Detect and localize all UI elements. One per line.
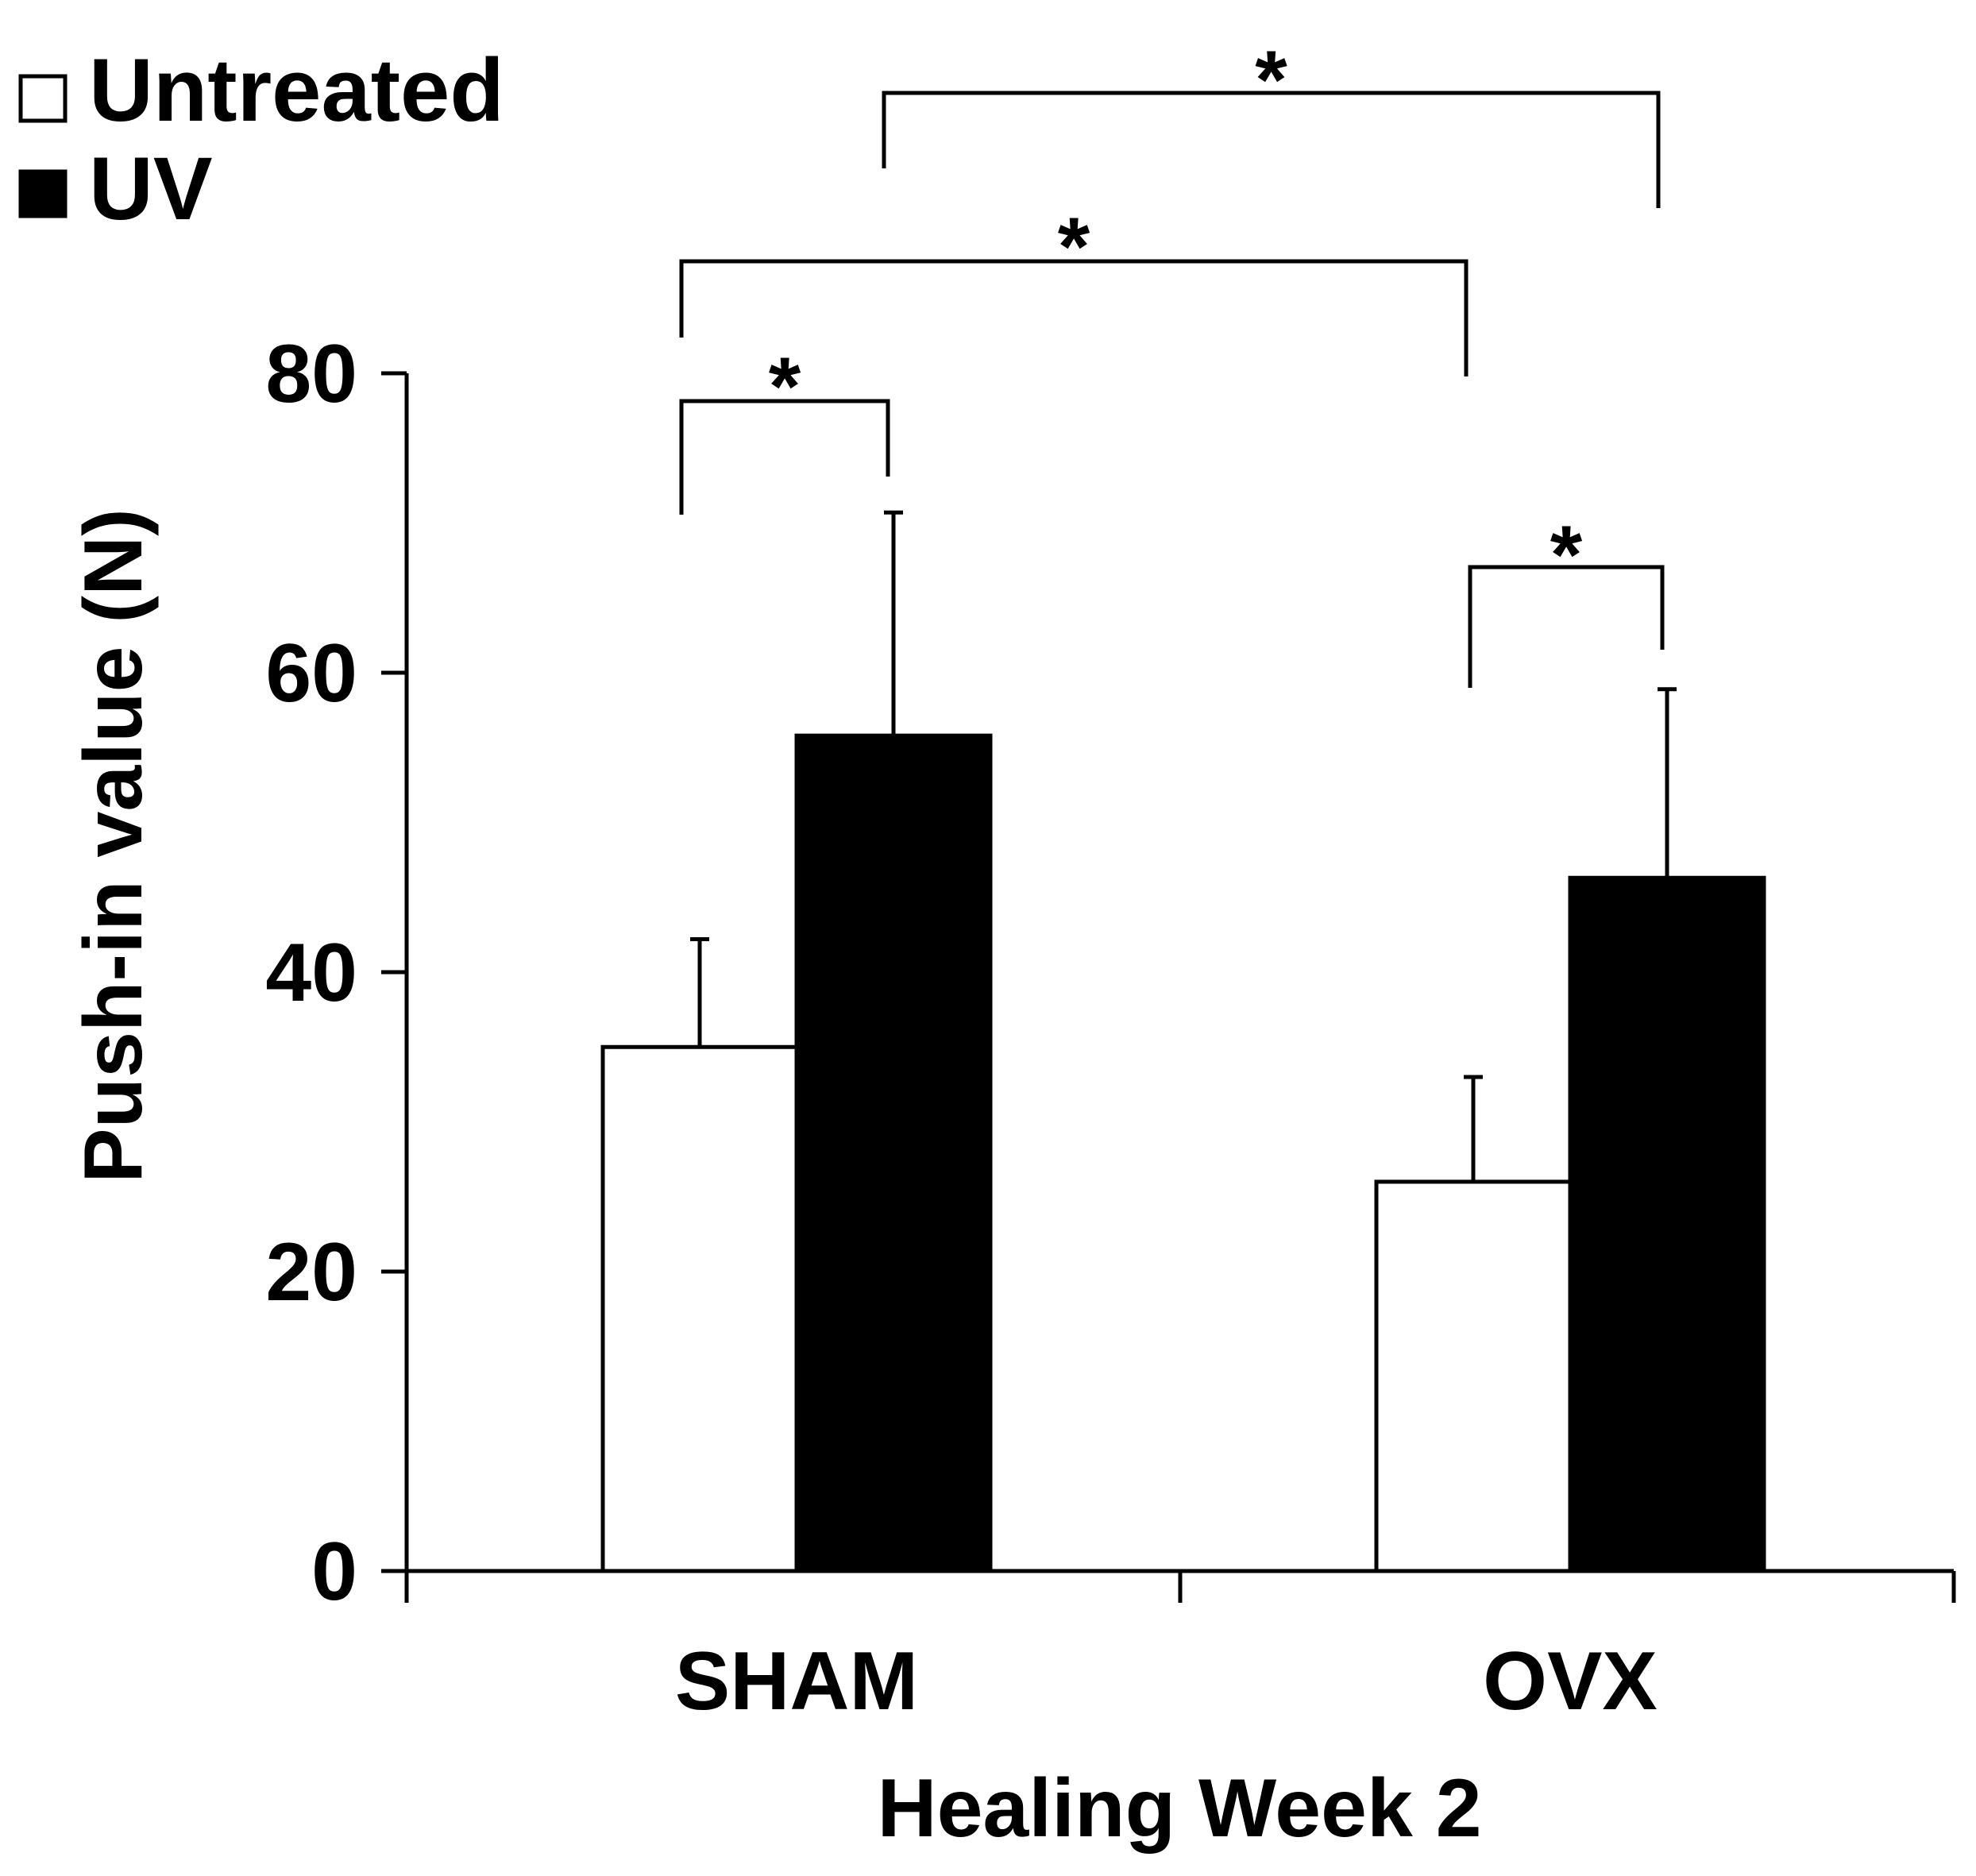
error-bars [690, 510, 1677, 1182]
significance-brackets: * * * * [679, 34, 1665, 688]
y-ticks: 0 20 40 60 80 [265, 328, 407, 1618]
x-ticks: SHAM OVX [404, 1571, 1956, 1727]
legend-label-uv: UV [89, 139, 213, 238]
bars [600, 733, 1766, 1573]
significance-bracket [679, 399, 890, 515]
x-tick-label-sham: SHAM [675, 1635, 918, 1727]
significance-bracket [1468, 565, 1665, 688]
y-axis-title: Push-in value (N) [68, 508, 160, 1183]
bar-sham-uv [794, 733, 993, 1573]
significance-star: * [1550, 509, 1583, 601]
y-tick-label: 0 [311, 1526, 357, 1618]
significance-bracket [679, 259, 1468, 376]
legend-swatch-uv [18, 169, 68, 218]
significance-star: * [769, 341, 801, 433]
bar-ovx-uv [1568, 875, 1766, 1573]
x-axis-title: Healing Week 2 [877, 1762, 1481, 1855]
y-tick-label: 20 [265, 1226, 357, 1318]
legend: Untreated UV [18, 41, 504, 238]
significance-star: * [1058, 201, 1090, 293]
y-tick-label: 40 [265, 927, 357, 1019]
y-tick-label: 60 [265, 627, 357, 720]
legend-swatch-untreated [18, 74, 68, 123]
bar-ovx-untreated [1374, 1179, 1573, 1573]
significance-bracket [882, 91, 1661, 208]
bar-sham-untreated [600, 1044, 799, 1573]
legend-label-untreated: Untreated [89, 41, 504, 140]
y-tick-label: 80 [265, 328, 357, 420]
x-tick-label-ovx: OVX [1483, 1635, 1658, 1727]
significance-star: * [1255, 34, 1287, 126]
